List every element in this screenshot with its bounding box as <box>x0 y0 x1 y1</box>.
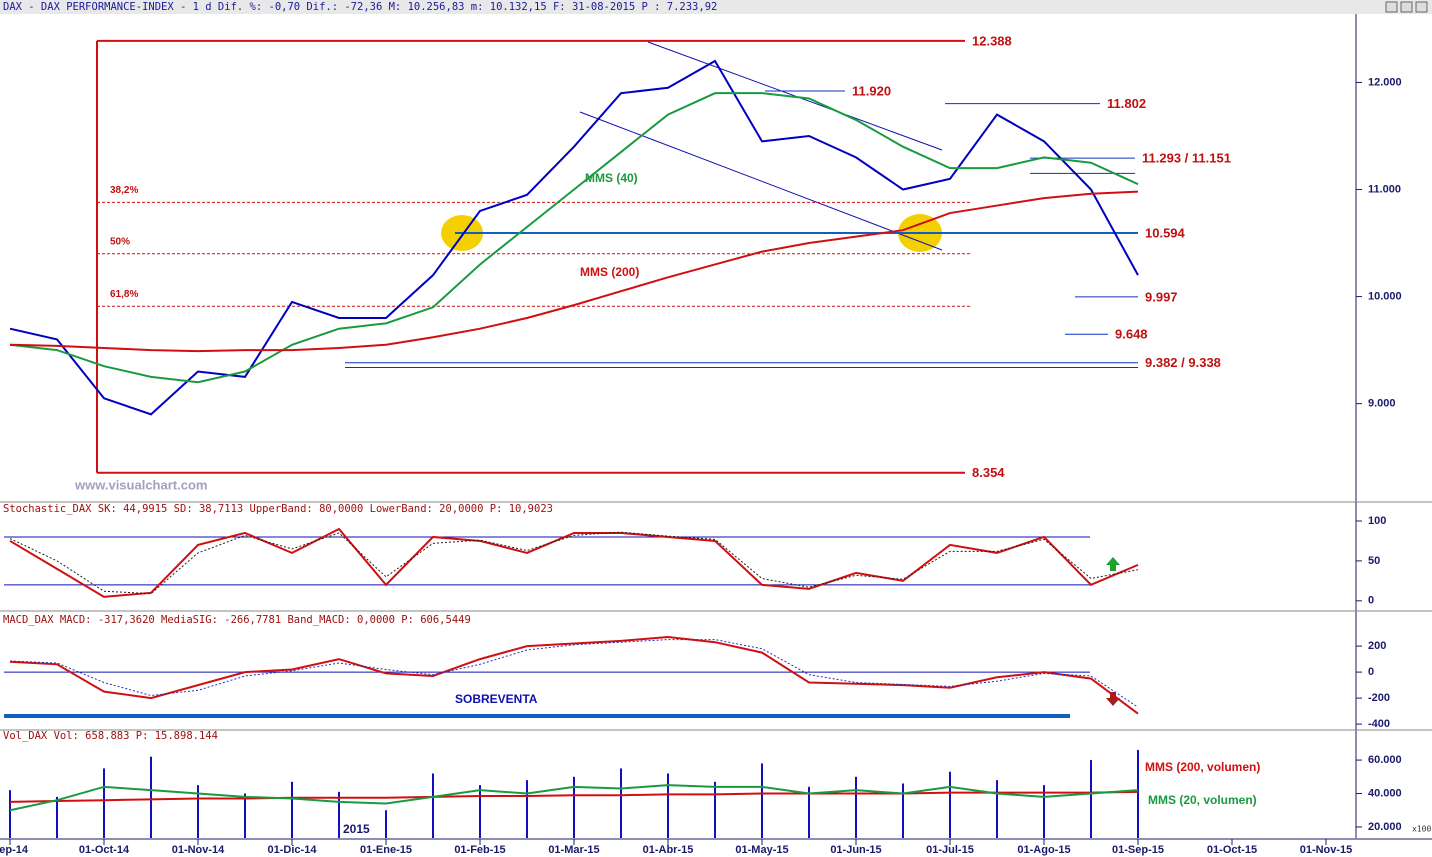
legend-entry: MMS (20, volumen) <box>1148 793 1257 807</box>
y-tick-label: 10.000 <box>1368 290 1402 302</box>
volume-bar <box>291 781 293 838</box>
window-buttons[interactable] <box>1385 1 1428 13</box>
volume-bar <box>620 768 622 838</box>
series-label: MMS (200) <box>580 265 639 279</box>
panel-title: MACD_DAX MACD: -317,3620 MediaSIG: -266,… <box>3 614 471 626</box>
series-line <box>9 92 1139 384</box>
level-label: 9.997 <box>1145 289 1178 304</box>
up-arrow <box>1106 557 1120 571</box>
watermark: www.visualchart.com <box>74 477 207 492</box>
level-label: 12.388 <box>972 33 1012 48</box>
volume-bar <box>385 810 387 838</box>
y-tick-label: 100 <box>1368 515 1386 527</box>
y-tick-label: 12.000 <box>1368 76 1402 88</box>
volume-bar <box>197 785 199 838</box>
series-line <box>9 527 1139 598</box>
series-line <box>9 639 1139 708</box>
volume-bar <box>56 796 58 838</box>
series-line <box>9 531 1139 595</box>
level-label: 11.920 <box>852 83 891 98</box>
series-line <box>9 790 1139 803</box>
x-tick-label: 01-Oct-15 <box>1207 844 1257 856</box>
x-tick-label: 01-Oct-14 <box>79 844 130 856</box>
volume-bar <box>949 771 951 838</box>
y-tick-label: 200 <box>1368 640 1386 652</box>
series-line <box>9 784 1139 812</box>
panel-title: Stochastic_DAX SK: 44,9915 SD: 38,7113 U… <box>3 503 553 515</box>
y-tick-label: 0 <box>1368 595 1374 607</box>
x-tick-label: 01-Jun-15 <box>830 844 881 856</box>
x-tick-label: 01-May-15 <box>735 844 788 856</box>
x-tick-label: Sep-14 <box>0 844 29 856</box>
level-label: 9.648 <box>1115 327 1148 342</box>
volume-bar <box>103 768 105 838</box>
volume-bar <box>9 790 11 838</box>
level-label: 10.594 <box>1145 225 1186 240</box>
button[interactable] <box>1385 1 1398 13</box>
annotation: SOBREVENTA <box>455 692 538 706</box>
level-label: 11.802 <box>1107 96 1146 111</box>
volume-bar <box>150 756 152 838</box>
y-tick-label: 50 <box>1368 555 1380 567</box>
x-tick-label: 01-Nov-14 <box>172 844 225 856</box>
volume-bar <box>1043 785 1045 838</box>
y-tick-label: -200 <box>1368 692 1390 704</box>
volume-bar <box>808 786 810 838</box>
x-tick-label: 01-Ene-15 <box>360 844 412 856</box>
y-tick-label: -400 <box>1368 718 1390 730</box>
x-tick-label: 01-Feb-15 <box>454 844 505 856</box>
legend-entry: MMS (200, volumen) <box>1145 760 1260 774</box>
volume-bar <box>855 776 857 838</box>
volume-bar <box>902 783 904 838</box>
volume-bar <box>1090 760 1092 838</box>
fib-label: 50% <box>110 236 130 247</box>
x-tick-label: 01-Dic-14 <box>268 844 318 856</box>
button[interactable] <box>1415 1 1428 13</box>
volume-bar <box>714 781 716 838</box>
level-label: 9.382 / 9.338 <box>1145 355 1221 370</box>
volume-bar <box>996 780 998 838</box>
title-bar <box>0 0 1432 14</box>
y-tick-label: 20.000 <box>1368 821 1402 833</box>
volume-bar <box>479 785 481 838</box>
series-line <box>9 635 1139 715</box>
volume-bar <box>526 780 528 838</box>
x-tick-label: 01-Abr-15 <box>643 844 694 856</box>
volume-bar <box>573 776 575 838</box>
x-tick-label: 01-Nov-15 <box>1300 844 1353 856</box>
volume-bar <box>761 763 763 838</box>
fib-label: 38,2% <box>110 185 138 196</box>
fib-label: 61,8% <box>110 289 138 300</box>
y-tick-label: 9.000 <box>1368 398 1396 410</box>
volume-bar <box>667 773 669 838</box>
panel-title: Vol_DAX Vol: 658.883 P: 15.898.144 <box>3 730 218 742</box>
window-title: DAX - DAX PERFORMANCE-INDEX - 1 d Dif. %… <box>3 1 717 13</box>
series-line <box>9 59 1139 416</box>
series-label: MMS (40) <box>585 171 638 185</box>
volume-bar <box>432 773 434 838</box>
volume-bar <box>338 791 340 838</box>
level-label: 8.354 <box>972 465 1005 480</box>
y-tick-label: 40.000 <box>1368 787 1402 799</box>
x-tick-label: 01-Ago-15 <box>1017 844 1070 856</box>
channel-line <box>579 111 943 251</box>
y-tick-label: 0 <box>1368 666 1374 678</box>
x-tick-label: 01-Jul-15 <box>926 844 974 856</box>
oversold-bar <box>4 714 1070 718</box>
volume-bar <box>1137 750 1139 838</box>
series-line <box>9 190 1139 353</box>
x-tick-label: 01-Mar-15 <box>548 844 599 856</box>
unit-label: x100 <box>1412 825 1431 834</box>
down-arrow <box>1106 692 1120 706</box>
year-label: 2015 <box>343 822 370 836</box>
y-tick-label: 11.000 <box>1368 183 1401 195</box>
level-label: 11.293 / 11.151 <box>1142 151 1231 166</box>
volume-bar <box>244 793 246 838</box>
x-tick-label: 01-Sep-15 <box>1112 844 1164 856</box>
button[interactable] <box>1400 1 1413 13</box>
y-tick-label: 60.000 <box>1368 754 1402 766</box>
